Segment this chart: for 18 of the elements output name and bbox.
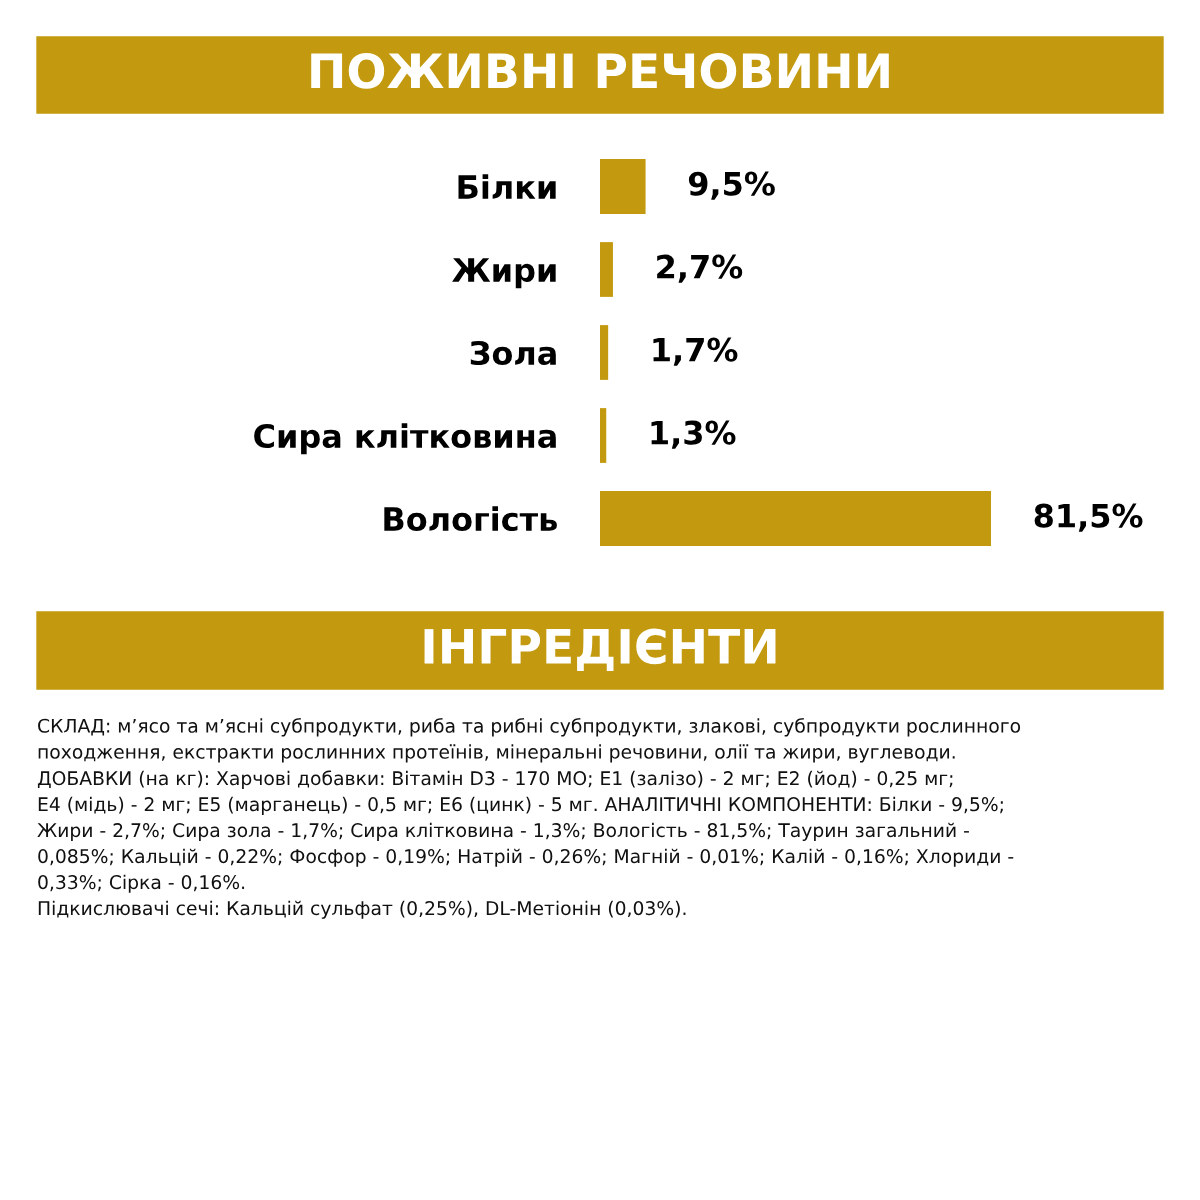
data-label: 2,7%: [657, 254, 743, 283]
chart-title: ПОЖИВНІ РЕЧОВИНИ: [311, 52, 889, 89]
y-tick-label: Сира клітковина: [254, 423, 556, 455]
data-label: 1,7%: [653, 337, 738, 366]
y-tick-label: Жири: [452, 258, 556, 289]
data-label: 81,5%: [1034, 503, 1143, 532]
bar: [600, 408, 607, 463]
bar: [600, 491, 991, 546]
data-label: 1,3%: [651, 420, 736, 449]
text: ІНГРЕДІЄНТИ: [424, 628, 776, 671]
y-tick-label: Білки: [458, 174, 556, 199]
y-tick-label: Зола: [470, 340, 556, 366]
bar: [600, 159, 646, 214]
text: СКЛАД: м’ясо та м’ясні субпродукти, риба та рибні субпродукти, злакові, субпродукти рослинного походження, екстракти рослинних протеїнів, мінеральні речовини, олії та жири, вуглеводи. ДОБАВКИ (на кг): Харчові добавки: Вітамін D3 - 170 МО; Е1 (залізо) - 2 мг; Е2 (йод) - 0,25 мг; Е4 (мідь) - 2 мг; Е5 (марганець) - 0,5 мг; Е6 (цинк) - 5 мг. АНАЛІТИЧНІ КОМПОНЕНТИ: Білки - 9,5%; Жири - 2,7%; Сира зола - 1,7%; Сира клітковина - 1,3%; Вологість - 81,5%; Таурин загальний - 0,085%; Кальцій - 0,22%; Фосфор - 0,19%; Натрій - 0,26%; Магній - 0,01%; Калій - 0,16%; Хлориди - 0,33%; Сірка - 0,16%. Підкислювачі сечі: Кальцій сульфат (0,25%), DL-Метіонін (0,03%).: [37, 718, 1021, 919]
bar: [600, 242, 613, 297]
y-tick-label: Вологість: [384, 506, 557, 532]
bar: [600, 325, 609, 380]
data-label: 9,5%: [688, 171, 775, 200]
